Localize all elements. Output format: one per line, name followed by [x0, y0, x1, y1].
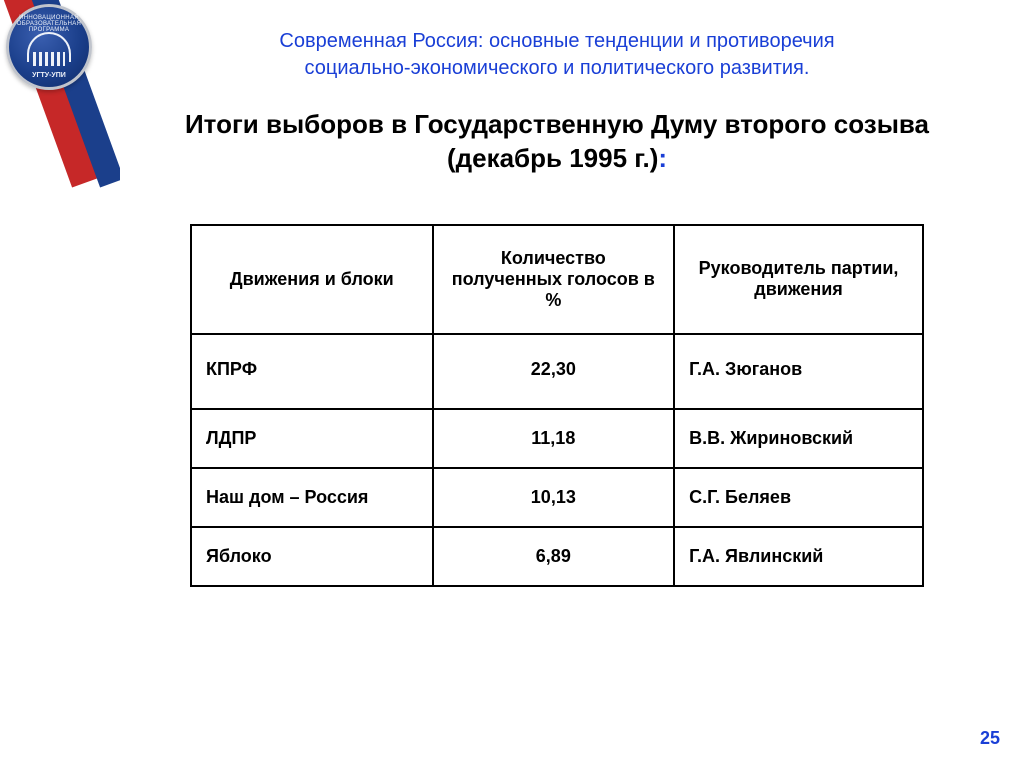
cell-name: КПРФ [191, 334, 433, 409]
corner-badge: ИННОВАЦИОННАЯ ОБРАЗОВАТЕЛЬНАЯ ПРОГРАММА … [0, 0, 120, 140]
cell-votes: 11,18 [433, 409, 675, 468]
title-colon: : [658, 143, 667, 173]
slide-content: Современная Россия: основные тенденции и… [0, 0, 1024, 587]
title-line-1: Итоги выборов в Государственную Думу вто… [185, 109, 929, 139]
results-table-wrap: Движения и блоки Количество полученных г… [190, 224, 924, 587]
logo-building-icon [27, 32, 71, 62]
table-row: КПРФ 22,30 Г.А. Зюганов [191, 334, 923, 409]
slide-title: Итоги выборов в Государственную Думу вто… [150, 108, 964, 176]
col-header-leader: Руководитель партии, движения [674, 225, 923, 334]
cell-leader: В.В. Жириновский [674, 409, 923, 468]
cell-votes: 6,89 [433, 527, 675, 586]
university-logo: ИННОВАЦИОННАЯ ОБРАЗОВАТЕЛЬНАЯ ПРОГРАММА … [6, 4, 92, 90]
cell-leader: Г.А. Зюганов [674, 334, 923, 409]
logo-top-text: ИННОВАЦИОННАЯ ОБРАЗОВАТЕЛЬНАЯ ПРОГРАММА [9, 15, 89, 33]
cell-name: Яблоко [191, 527, 433, 586]
logo-bottom-text: УГТУ-УПИ [9, 72, 89, 79]
col-header-votes: Количество полученных голосов в % [433, 225, 675, 334]
table-row: Яблоко 6,89 Г.А. Явлинский [191, 527, 923, 586]
cell-name: Наш дом – Россия [191, 468, 433, 527]
col-header-movement: Движения и блоки [191, 225, 433, 334]
table-row: Наш дом – Россия 10,13 С.Г. Беляев [191, 468, 923, 527]
slide-supertitle: Современная Россия: основные тенденции и… [150, 28, 964, 82]
cell-votes: 22,30 [433, 334, 675, 409]
supertitle-line-2: социально-экономического и политического… [305, 57, 810, 79]
table-header-row: Движения и блоки Количество полученных г… [191, 225, 923, 334]
cell-leader: С.Г. Беляев [674, 468, 923, 527]
cell-name: ЛДПР [191, 409, 433, 468]
cell-votes: 10,13 [433, 468, 675, 527]
title-line-2: (декабрь 1995 г.) [447, 143, 658, 173]
cell-leader: Г.А. Явлинский [674, 527, 923, 586]
page-number: 25 [980, 728, 1000, 749]
supertitle-line-1: Современная Россия: основные тенденции и… [279, 30, 834, 52]
table-row: ЛДПР 11,18 В.В. Жириновский [191, 409, 923, 468]
results-table: Движения и блоки Количество полученных г… [190, 224, 924, 587]
